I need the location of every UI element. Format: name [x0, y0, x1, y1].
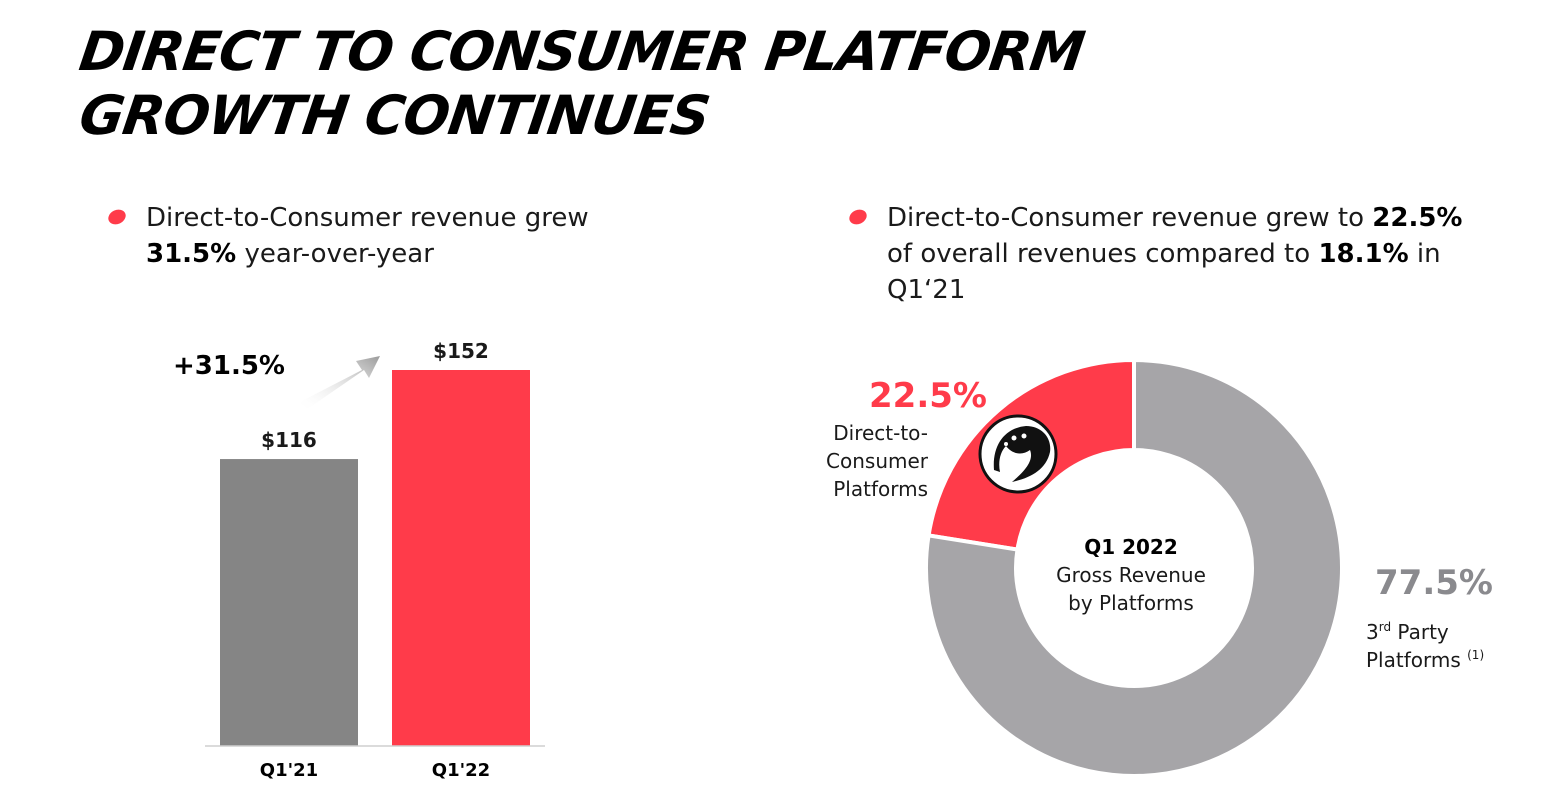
cheetah-logo-icon [978, 414, 1058, 494]
bar-category-label-1: Q1'22 [432, 760, 490, 781]
donut-slice-1 [924, 357, 1344, 778]
growth-arrow-icon [300, 356, 380, 410]
bullet-left-post: year-over-year [236, 239, 434, 269]
slice-pct-third-party: 77.5% [1375, 563, 1493, 603]
bar-value-label-0: $116 [261, 428, 317, 452]
donut-center-line-2: Gross Revenue [1056, 563, 1206, 587]
donut-center-line-1: Q1 2022 [1084, 535, 1178, 559]
slice-label-footnote: (1) [1467, 648, 1484, 662]
bullet-right-post: in Q1‘21 [887, 239, 1441, 305]
bullet-right-pre: Direct-to-Consumer revenue grew to [887, 203, 1373, 233]
bullet-left: Direct-to-Consumer revenue grew 31.5% ye… [105, 200, 706, 272]
slice-pct-dtc: 22.5% [869, 376, 987, 416]
bullet-left-pre: Direct-to-Consumer revenue grew [146, 203, 589, 233]
slice-label-sup: rd [1379, 620, 1391, 634]
bar-1 [392, 370, 530, 746]
bar-value-label-1: $152 [433, 339, 489, 363]
slice-label-dtc-line-2: Consumer [826, 449, 929, 473]
slice-label-third-party-line-2: Platforms (1) [1366, 648, 1484, 672]
slice-label-dtc-line-3: Platforms [833, 477, 928, 501]
bullet-right-mid: of overall revenues compared to [887, 239, 1319, 269]
bullet-right-bold-2: 18.1% [1318, 239, 1409, 269]
slice-label-dtc-line-1: Direct-to- [833, 421, 928, 445]
donut-center-line-3: by Platforms [1068, 591, 1194, 615]
bullet-right-bold-1: 22.5% [1372, 203, 1463, 233]
bar-category-label-0: Q1'21 [260, 760, 318, 781]
bullet-right: Direct-to-Consumer revenue grew to 22.5%… [846, 200, 1487, 308]
slice-label-third-party-line-1: 3rd Party [1366, 620, 1449, 644]
growth-annotation: +31.5% [173, 351, 285, 381]
bar-0 [220, 459, 358, 746]
bullet-left-bold: 31.5% [146, 239, 237, 269]
